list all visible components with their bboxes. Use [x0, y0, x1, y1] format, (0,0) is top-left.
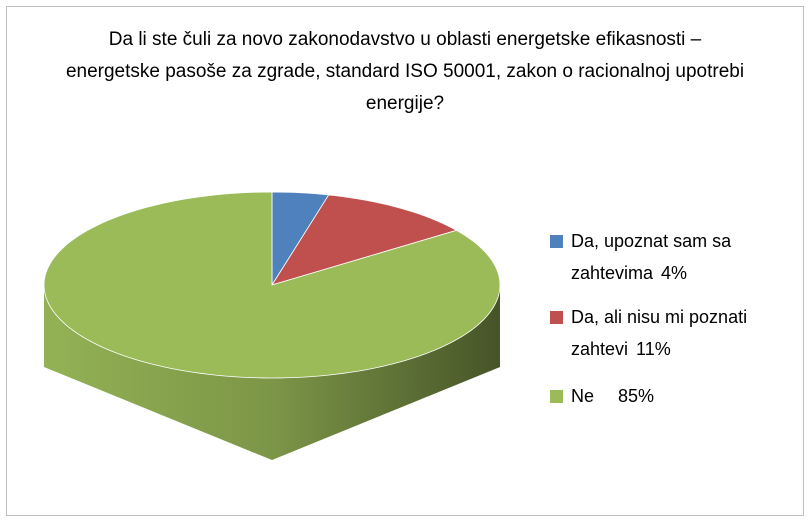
legend-entry: Ne 85% — [571, 380, 786, 412]
slice-side-shade — [44, 285, 500, 460]
slice — [271, 194, 458, 286]
legend-swatch — [550, 235, 563, 248]
legend-label: Ne — [571, 386, 595, 406]
legend-label: Da, ali nisu mi poznati zahtevi — [571, 307, 748, 359]
legend-swatch — [550, 390, 563, 403]
legend-entry: Da, upoznat sam sa zahtevima 4% — [571, 225, 786, 289]
legend-swatch — [550, 311, 563, 324]
legend-entry: Da, ali nisu mi poznati zahtevi 11% — [571, 301, 786, 365]
legend-label: Da, upoznat sam sa zahtevima — [571, 231, 732, 283]
legend-value: 85% — [618, 386, 655, 406]
legend-value: 11% — [636, 339, 671, 359]
slice — [43, 191, 501, 379]
legend-value: 4% — [661, 263, 688, 283]
chart-title: Da li ste čuli za novo zakonodavstvo u o… — [65, 29, 745, 114]
